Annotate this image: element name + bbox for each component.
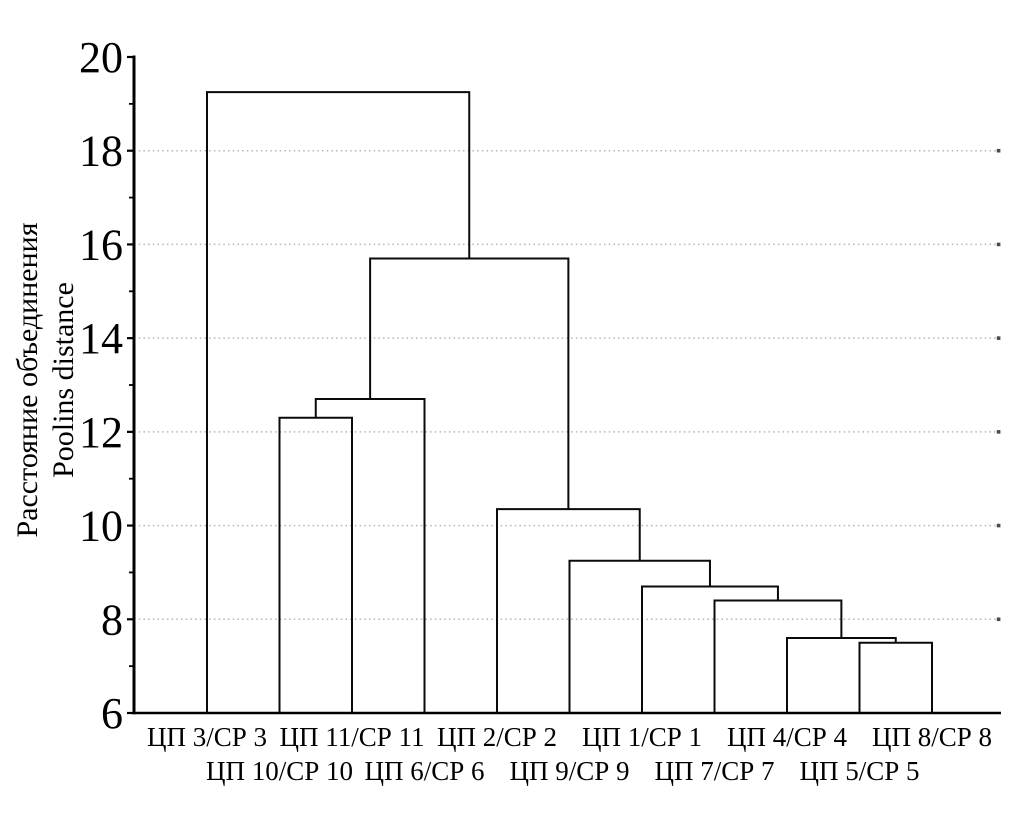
dendrogram-link — [568, 559, 711, 713]
dendrogram-link — [496, 508, 641, 713]
y-tick-label: 10 — [79, 502, 123, 551]
y-tick-label: 16 — [79, 220, 123, 269]
dendrogram-link — [206, 91, 471, 713]
y-tick-label: 8 — [101, 595, 123, 644]
y-tick-label: 18 — [79, 127, 123, 176]
leaf-label: ЦП 4/СР 4 — [727, 722, 848, 752]
dendrogram-link — [278, 416, 353, 713]
grid-line-endcap — [996, 148, 1001, 153]
leaf-label: ЦП 9/СР 9 — [509, 756, 629, 786]
y-tick-label: 20 — [79, 33, 123, 82]
leaf-label: ЦП 5/СР 5 — [799, 756, 919, 786]
dendrogram-link — [641, 585, 779, 713]
grid-line-endcap — [996, 242, 1001, 247]
y-tick-label: 12 — [79, 408, 123, 457]
dendrogram-link — [314, 398, 426, 713]
grid-line-endcap — [996, 336, 1001, 340]
leaf-label: ЦП 11/СР 11 — [279, 722, 424, 752]
leaf-label: ЦП 3/СР 3 — [147, 722, 267, 752]
leaf-label: ЦП 2/СР 2 — [437, 722, 557, 752]
grid-line-endcap — [996, 523, 1001, 528]
leaf-label: ЦП 1/СР 1 — [582, 722, 702, 752]
leaf-label: ЦП 10/СР 10 — [206, 756, 353, 786]
leaf-label: ЦП 7/СР 7 — [654, 756, 774, 786]
dendrogram-link — [786, 637, 897, 713]
dendrogram-link — [713, 599, 843, 713]
grid-line-endcap — [996, 617, 1001, 622]
dendrogram-link — [369, 257, 570, 510]
dendrogram-link — [858, 641, 933, 713]
grid-line-endcap — [996, 430, 1001, 434]
leaf-label: ЦП 8/СР 8 — [872, 722, 992, 752]
y-tick-label: 14 — [79, 314, 123, 363]
leaf-label: ЦП 6/СР 6 — [364, 756, 484, 786]
y-tick-label: 6 — [101, 689, 123, 738]
